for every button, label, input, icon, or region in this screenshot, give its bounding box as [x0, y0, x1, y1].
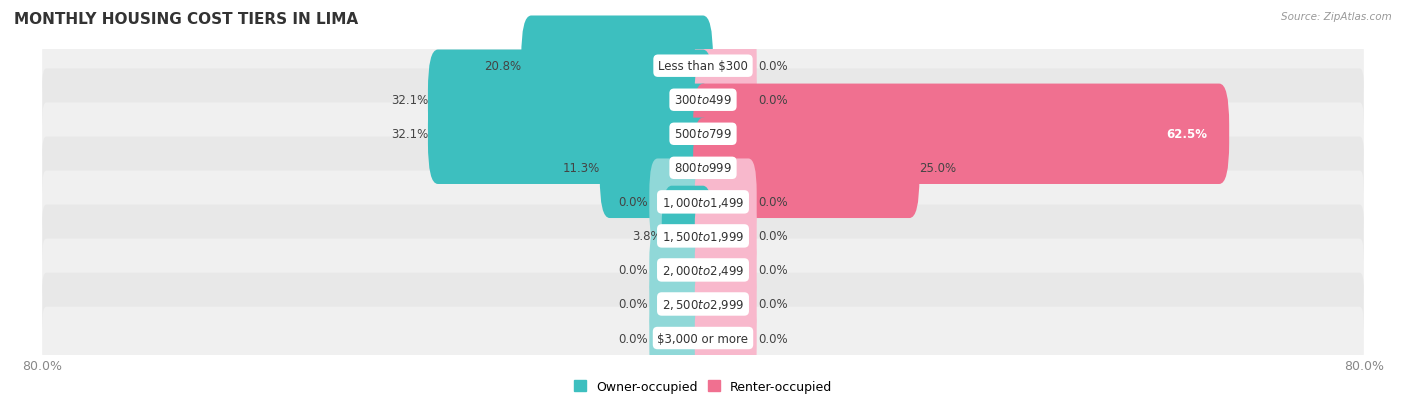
FancyBboxPatch shape: [650, 261, 711, 348]
FancyBboxPatch shape: [650, 227, 711, 313]
Text: $3,000 or more: $3,000 or more: [658, 332, 748, 345]
Text: $2,000 to $2,499: $2,000 to $2,499: [662, 263, 744, 277]
FancyBboxPatch shape: [42, 171, 1364, 234]
Text: 32.1%: 32.1%: [391, 94, 427, 107]
Text: 32.1%: 32.1%: [391, 128, 427, 141]
FancyBboxPatch shape: [662, 186, 713, 287]
Text: $500 to $799: $500 to $799: [673, 128, 733, 141]
FancyBboxPatch shape: [427, 50, 713, 151]
Text: 0.0%: 0.0%: [758, 264, 787, 277]
Text: 11.3%: 11.3%: [562, 162, 600, 175]
FancyBboxPatch shape: [42, 239, 1364, 301]
Text: 0.0%: 0.0%: [758, 332, 787, 345]
FancyBboxPatch shape: [42, 205, 1364, 268]
FancyBboxPatch shape: [695, 295, 756, 382]
Text: $2,500 to $2,999: $2,500 to $2,999: [662, 297, 744, 311]
Text: 0.0%: 0.0%: [619, 264, 648, 277]
FancyBboxPatch shape: [695, 159, 756, 246]
Text: 0.0%: 0.0%: [758, 298, 787, 311]
Text: 0.0%: 0.0%: [758, 94, 787, 107]
Text: 0.0%: 0.0%: [619, 196, 648, 209]
Text: 3.8%: 3.8%: [633, 230, 662, 243]
FancyBboxPatch shape: [600, 119, 713, 218]
FancyBboxPatch shape: [42, 137, 1364, 199]
FancyBboxPatch shape: [427, 84, 713, 185]
Text: 20.8%: 20.8%: [484, 60, 522, 73]
Text: $1,500 to $1,999: $1,500 to $1,999: [662, 229, 744, 243]
FancyBboxPatch shape: [42, 103, 1364, 166]
Text: 62.5%: 62.5%: [1166, 128, 1206, 141]
FancyBboxPatch shape: [42, 273, 1364, 335]
Text: MONTHLY HOUSING COST TIERS IN LIMA: MONTHLY HOUSING COST TIERS IN LIMA: [14, 12, 359, 27]
FancyBboxPatch shape: [693, 84, 1229, 185]
FancyBboxPatch shape: [42, 307, 1364, 370]
Text: 25.0%: 25.0%: [920, 162, 956, 175]
FancyBboxPatch shape: [695, 193, 756, 280]
FancyBboxPatch shape: [42, 35, 1364, 98]
FancyBboxPatch shape: [695, 57, 756, 144]
Text: $1,000 to $1,499: $1,000 to $1,499: [662, 195, 744, 209]
FancyBboxPatch shape: [693, 119, 920, 218]
FancyBboxPatch shape: [522, 17, 713, 116]
FancyBboxPatch shape: [650, 159, 711, 246]
Text: Less than $300: Less than $300: [658, 60, 748, 73]
Text: $800 to $999: $800 to $999: [673, 162, 733, 175]
Text: 0.0%: 0.0%: [619, 332, 648, 345]
Legend: Owner-occupied, Renter-occupied: Owner-occupied, Renter-occupied: [568, 375, 838, 398]
Text: 0.0%: 0.0%: [758, 230, 787, 243]
Text: 0.0%: 0.0%: [619, 298, 648, 311]
Text: 0.0%: 0.0%: [758, 60, 787, 73]
FancyBboxPatch shape: [695, 23, 756, 110]
FancyBboxPatch shape: [695, 261, 756, 348]
FancyBboxPatch shape: [42, 69, 1364, 132]
Text: $300 to $499: $300 to $499: [673, 94, 733, 107]
FancyBboxPatch shape: [650, 295, 711, 382]
FancyBboxPatch shape: [695, 227, 756, 313]
Text: Source: ZipAtlas.com: Source: ZipAtlas.com: [1281, 12, 1392, 22]
Text: 0.0%: 0.0%: [758, 196, 787, 209]
